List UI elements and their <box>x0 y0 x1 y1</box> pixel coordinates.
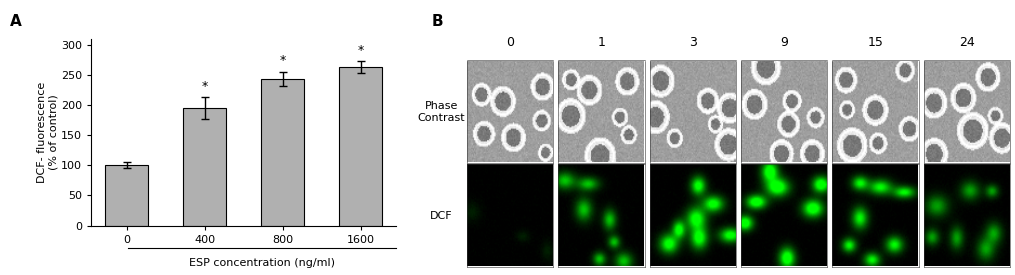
Text: 1: 1 <box>598 36 605 49</box>
Bar <box>106 165 148 226</box>
Bar <box>261 79 304 226</box>
Text: Phase
Contrast: Phase Contrast <box>418 101 465 123</box>
Text: ESP concentration (ng/ml): ESP concentration (ng/ml) <box>189 258 335 268</box>
Text: B: B <box>431 14 443 29</box>
Y-axis label: DCF- fluorescence
(% of control): DCF- fluorescence (% of control) <box>37 81 59 183</box>
Bar <box>183 108 226 226</box>
Text: 0: 0 <box>506 36 514 49</box>
Text: *: * <box>202 80 208 93</box>
Text: 24: 24 <box>959 36 974 49</box>
Text: *: * <box>357 44 363 57</box>
Text: 9: 9 <box>781 36 788 49</box>
Text: A: A <box>10 14 22 29</box>
Text: DCF: DCF <box>430 211 453 221</box>
Text: 3: 3 <box>689 36 696 49</box>
Text: *: * <box>279 54 285 67</box>
Text: 15: 15 <box>868 36 883 49</box>
Bar <box>339 67 382 226</box>
